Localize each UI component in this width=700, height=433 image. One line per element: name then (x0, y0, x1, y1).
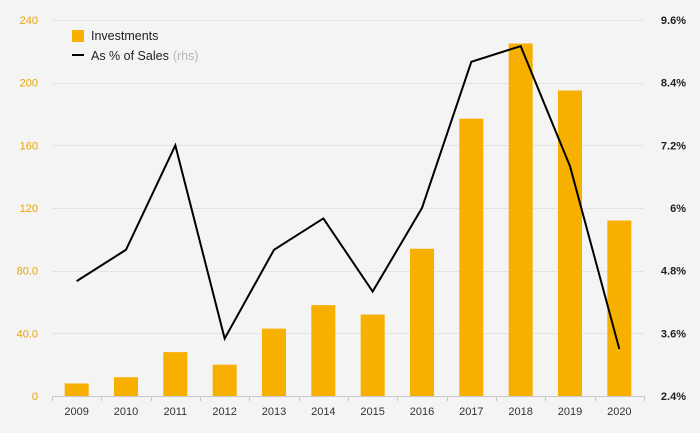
bar-series-investments (64, 43, 632, 396)
legend: Investments As % of Sales (rhs) (72, 29, 199, 63)
x-tick-label: 2019 (558, 406, 582, 418)
right-tick-label: 6% (670, 203, 686, 215)
bar-2010 (114, 377, 138, 396)
right-tick-label: 7.2% (661, 140, 686, 152)
bar-2014 (311, 305, 336, 396)
x-tick-label: 2015 (360, 406, 384, 418)
bar-2009 (64, 383, 89, 396)
right-tick-label: 4.8% (661, 266, 686, 278)
bar-2015 (360, 314, 385, 396)
x-tick-label: 2014 (311, 406, 335, 418)
legend-label-pct-of-sales: As % of Sales (rhs) (91, 49, 199, 63)
left-tick-label: 80.0 (17, 266, 38, 278)
x-tick-label: 2009 (64, 406, 88, 418)
x-tick-label: 2010 (114, 406, 138, 418)
line-series-pct-of-sales (76, 44, 621, 350)
bar-2016 (410, 248, 434, 396)
left-tick-label: 0 (32, 391, 38, 403)
legend-label-rhs-suffix: (rhs) (173, 49, 199, 63)
bar-2012 (212, 364, 237, 396)
left-tick-label: 120 (20, 203, 38, 215)
x-tick-label: 2020 (607, 406, 631, 418)
bar-2011 (163, 352, 188, 396)
x-axis-ticks: 2009 2010 2011 2012 2013 2014 2015 2016 2017 2018… (52, 396, 645, 418)
x-tick-label: 2017 (459, 406, 483, 418)
right-tick-label: 3.6% (661, 328, 686, 340)
bar-2013 (262, 328, 286, 396)
left-tick-label: 240 (20, 15, 38, 27)
bar-2018 (508, 43, 533, 396)
x-tick-label: 2018 (508, 406, 532, 418)
right-tick-label: 2.4% (661, 391, 686, 403)
bar-2020 (607, 220, 632, 396)
bar-2017 (459, 118, 484, 396)
left-tick-label: 160 (20, 140, 38, 152)
x-tick-label: 2013 (262, 406, 286, 418)
right-tick-label: 8.4% (661, 78, 686, 90)
gridlines (52, 20, 644, 334)
legend-label-pct-of-sales-name: As % of Sales (91, 49, 169, 63)
bar-2019 (558, 90, 582, 396)
right-axis-tick-labels: 2.4% 3.6% 4.8% 6% 7.2% 8.4% 9.6% (661, 15, 686, 403)
x-tick-label: 2016 (410, 406, 434, 418)
left-axis-tick-labels: 0 40.0 80.0 120 160 200 240 (17, 15, 38, 403)
legend-label-investments: Investments (91, 29, 158, 43)
left-tick-label: 200 (20, 78, 38, 90)
x-tick-label: 2011 (164, 406, 188, 418)
x-tick-label: 2012 (212, 406, 236, 418)
legend-swatch-investments (72, 30, 84, 42)
right-tick-label: 9.6% (661, 15, 686, 27)
left-tick-label: 40.0 (17, 328, 38, 340)
